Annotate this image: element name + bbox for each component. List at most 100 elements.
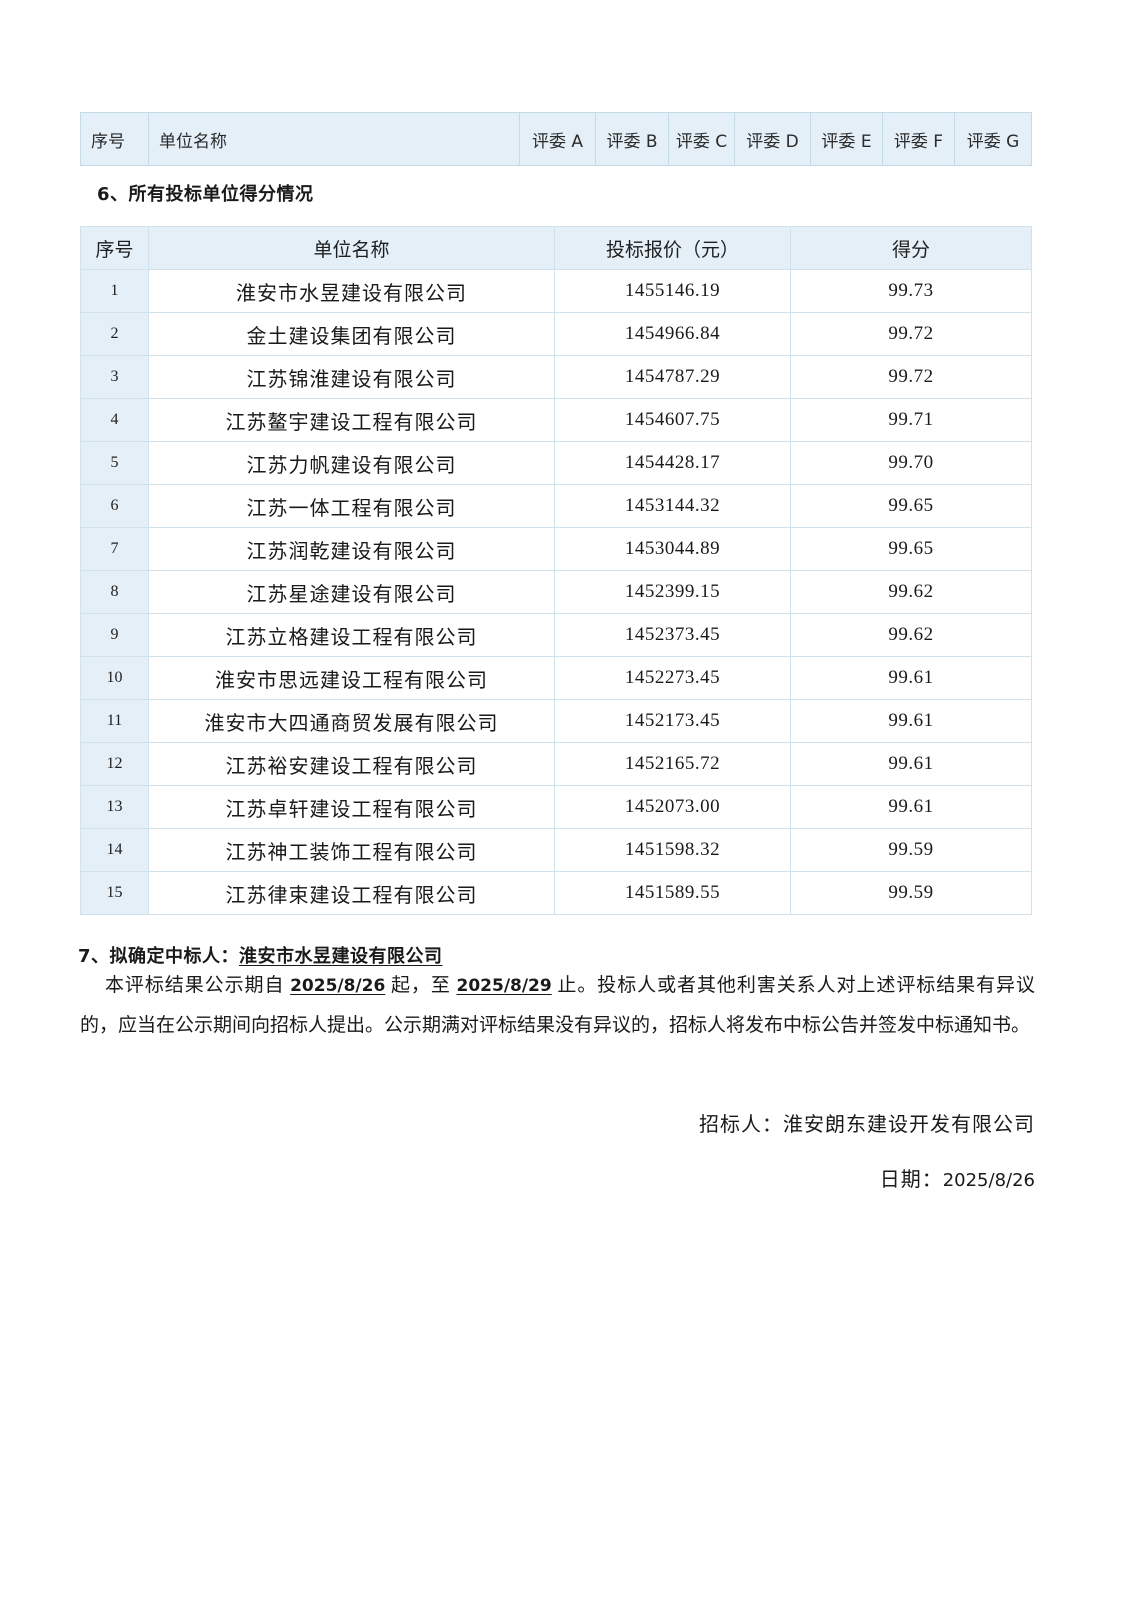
table-row: 5 江苏力帆建设有限公司 1454428.17 99.70 xyxy=(80,441,1032,485)
cell-unit-name: 江苏立格建设工程有限公司 xyxy=(148,613,555,657)
col-header-judge-e: 评委 E xyxy=(810,112,883,166)
cell-score: 99.72 xyxy=(790,312,1032,356)
cell-bid-price: 1453144.32 xyxy=(554,484,791,528)
cell-index: 5 xyxy=(80,441,149,485)
cell-unit-name: 金土建设集团有限公司 xyxy=(148,312,555,356)
cell-bid-price: 1454607.75 xyxy=(554,398,791,442)
cell-score: 99.61 xyxy=(790,742,1032,786)
all-bidders-score-table-wrap: 序号 单位名称 投标报价（元） 得分 1 淮安市水昱建设有限公司 1455146.1… xyxy=(80,226,1032,915)
table-header-row: 序号 单位名称 投标报价（元） 得分 xyxy=(80,226,1032,270)
cell-unit-name: 江苏一体工程有限公司 xyxy=(148,484,555,528)
table-row: 13 江苏卓轩建设工程有限公司 1452073.00 99.61 xyxy=(80,785,1032,829)
cell-bid-price: 1452165.72 xyxy=(554,742,791,786)
table-row: 6 江苏一体工程有限公司 1453144.32 99.65 xyxy=(80,484,1032,528)
table-row: 3 江苏锦淮建设有限公司 1454787.29 99.72 xyxy=(80,355,1032,399)
col-header-bid-price: 投标报价（元） xyxy=(554,226,791,270)
col-header-judge-f: 评委 F xyxy=(882,112,955,166)
cell-score: 99.59 xyxy=(790,828,1032,872)
tenderer-line: 招标人：淮安朗东建设开发有限公司 xyxy=(699,1108,1035,1137)
col-header-judge-d: 评委 D xyxy=(734,112,811,166)
cell-score: 99.62 xyxy=(790,570,1032,614)
cell-unit-name: 江苏力帆建设有限公司 xyxy=(148,441,555,485)
cell-index: 6 xyxy=(80,484,149,528)
cell-unit-name: 江苏鳌宇建设工程有限公司 xyxy=(148,398,555,442)
cell-bid-price: 1452073.00 xyxy=(554,785,791,829)
cell-index: 10 xyxy=(80,656,149,700)
table-row: 8 江苏星途建设有限公司 1452399.15 99.62 xyxy=(80,570,1032,614)
col-header-unit-name: 单位名称 xyxy=(148,112,520,166)
col-header-score: 得分 xyxy=(790,226,1032,270)
cell-unit-name: 江苏律束建设工程有限公司 xyxy=(148,871,555,915)
table-row: 2 金土建设集团有限公司 1454966.84 99.72 xyxy=(80,312,1032,356)
cell-bid-price: 1455146.19 xyxy=(554,269,791,313)
cell-unit-name: 江苏卓轩建设工程有限公司 xyxy=(148,785,555,829)
table-header-row: 序号 单位名称 评委 A 评委 B 评委 C 评委 D 评委 E 评委 F 评委… xyxy=(80,112,1032,166)
table-row: 4 江苏鳌宇建设工程有限公司 1454607.75 99.71 xyxy=(80,398,1032,442)
notice-part-1: 本评标结果公示期自 xyxy=(104,975,291,996)
cell-index: 12 xyxy=(80,742,149,786)
cell-bid-price: 1451589.55 xyxy=(554,871,791,915)
cell-unit-name: 江苏裕安建设工程有限公司 xyxy=(148,742,555,786)
cell-index: 8 xyxy=(80,570,149,614)
table-row: 10 淮安市思远建设工程有限公司 1452273.45 99.61 xyxy=(80,656,1032,700)
table-row: 7 江苏润乾建设有限公司 1453044.89 99.65 xyxy=(80,527,1032,571)
cell-score: 99.62 xyxy=(790,613,1032,657)
cell-score: 99.71 xyxy=(790,398,1032,442)
cell-score: 99.61 xyxy=(790,656,1032,700)
cell-bid-price: 1452373.45 xyxy=(554,613,791,657)
cell-unit-name: 淮安市思远建设工程有限公司 xyxy=(148,656,555,700)
cell-unit-name: 江苏神工装饰工程有限公司 xyxy=(148,828,555,872)
cell-bid-price: 1452273.45 xyxy=(554,656,791,700)
cell-score: 99.61 xyxy=(790,699,1032,743)
section-6-heading: 6、所有投标单位得分情况 xyxy=(97,184,314,205)
section-7-heading: 7、拟确定中标人：淮安市水昱建设有限公司 xyxy=(78,942,443,968)
notice-part-3: 止。投标人或者其他利害关系人对上述评标结果有异议的，应当在公示期间向招标人提出。… xyxy=(80,975,1035,1036)
cell-index: 2 xyxy=(80,312,149,356)
table-row: 12 江苏裕安建设工程有限公司 1452165.72 99.61 xyxy=(80,742,1032,786)
col-header-judge-g: 评委 G xyxy=(954,112,1032,166)
cell-unit-name: 淮安市水昱建设有限公司 xyxy=(148,269,555,313)
table-body: 1 淮安市水昱建设有限公司 1455146.19 99.73 2 金土建设集团有限公司 14… xyxy=(80,269,1032,915)
cell-unit-name: 江苏锦淮建设有限公司 xyxy=(148,355,555,399)
cell-score: 99.59 xyxy=(790,871,1032,915)
cell-score: 99.61 xyxy=(790,785,1032,829)
col-header-index: 序号 xyxy=(80,112,149,166)
table-row: 14 江苏神工装饰工程有限公司 1451598.32 99.59 xyxy=(80,828,1032,872)
cell-index: 7 xyxy=(80,527,149,571)
judges-score-table: 序号 单位名称 评委 A 评委 B 评委 C 评委 D 评委 E 评委 F 评委… xyxy=(80,112,1032,166)
cell-unit-name: 淮安市大四通商贸发展有限公司 xyxy=(148,699,555,743)
cell-bid-price: 1454966.84 xyxy=(554,312,791,356)
cell-index: 11 xyxy=(80,699,149,743)
all-bidders-score-table: 序号 单位名称 投标报价（元） 得分 1 淮安市水昱建设有限公司 1455146.1… xyxy=(80,226,1032,915)
table-row: 1 淮安市水昱建设有限公司 1455146.19 99.73 xyxy=(80,269,1032,313)
cell-index: 1 xyxy=(80,269,149,313)
publicity-end-date: 2025/8/29 xyxy=(456,976,552,996)
cell-index: 3 xyxy=(80,355,149,399)
winner-name: 淮安市水昱建设有限公司 xyxy=(239,946,443,967)
announcement-paragraph: 本评标结果公示期自 2025/8/26 起，至 2025/8/29 止。投标人或… xyxy=(80,966,1035,1046)
cell-index: 14 xyxy=(80,828,149,872)
notice-part-2: 起，至 xyxy=(385,975,457,996)
cell-score: 99.65 xyxy=(790,484,1032,528)
cell-score: 99.73 xyxy=(790,269,1032,313)
col-header-judge-b: 评委 B xyxy=(595,112,669,166)
cell-bid-price: 1453044.89 xyxy=(554,527,791,571)
cell-unit-name: 江苏润乾建设有限公司 xyxy=(148,527,555,571)
cell-bid-price: 1454428.17 xyxy=(554,441,791,485)
cell-bid-price: 1452173.45 xyxy=(554,699,791,743)
table-row: 11 淮安市大四通商贸发展有限公司 1452173.45 99.61 xyxy=(80,699,1032,743)
cell-bid-price: 1452399.15 xyxy=(554,570,791,614)
cell-bid-price: 1454787.29 xyxy=(554,355,791,399)
cell-unit-name: 江苏星途建设有限公司 xyxy=(148,570,555,614)
previous-page-table-fragment: 序号 单位名称 评委 A 评委 B 评委 C 评委 D 评委 E 评委 F 评委… xyxy=(80,112,1032,166)
cell-index: 4 xyxy=(80,398,149,442)
tenderer-name: 淮安朗东建设开发有限公司 xyxy=(783,1114,1035,1136)
date-label: 日期： xyxy=(879,1169,943,1191)
publicity-start-date: 2025/8/26 xyxy=(290,976,386,996)
cell-bid-price: 1451598.32 xyxy=(554,828,791,872)
winner-label: 7、拟确定中标人： xyxy=(78,946,240,967)
cell-score: 99.72 xyxy=(790,355,1032,399)
col-header-index: 序号 xyxy=(80,226,149,270)
col-header-unit-name: 单位名称 xyxy=(148,226,555,270)
tenderer-label: 招标人： xyxy=(699,1114,783,1136)
